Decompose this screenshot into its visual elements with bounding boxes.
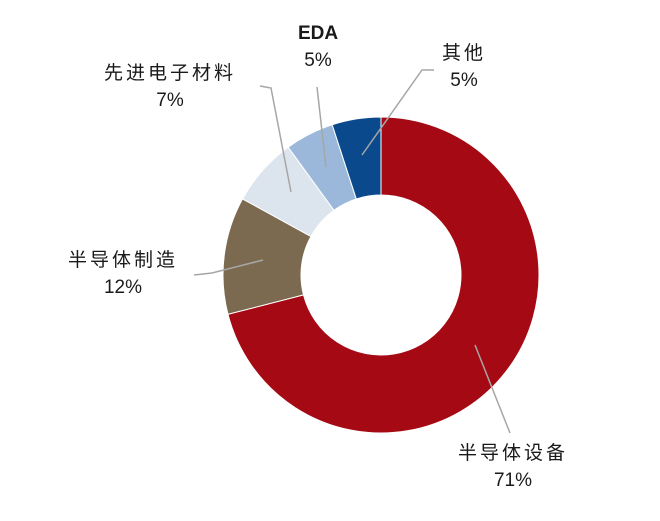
leader-line-advanced-materials bbox=[259, 85, 292, 193]
leader-line-semiconductor-manufacturing bbox=[193, 259, 264, 276]
label-semiconductor-equipment: 半导体设备 71% bbox=[438, 440, 588, 494]
slice-name: 半导体制造 bbox=[67, 249, 178, 271]
slice-name: EDA bbox=[297, 23, 339, 44]
leader-line-semiconductor-equipment bbox=[474, 344, 511, 434]
leader-line-other bbox=[361, 69, 434, 156]
slice-percent: 5% bbox=[450, 70, 478, 91]
slice-name: 半导体设备 bbox=[457, 442, 568, 464]
leader-line-eda bbox=[316, 86, 327, 168]
slice-percent: 7% bbox=[156, 90, 184, 111]
label-semiconductor-manufacturing: 半导体制造 12% bbox=[48, 247, 198, 301]
label-advanced-electronic-materials: 先进电子材料 7% bbox=[80, 60, 260, 114]
slice-semiconductor-equipment bbox=[227, 116, 540, 434]
slice-percent: 5% bbox=[304, 50, 332, 71]
label-eda: EDA 5% bbox=[278, 20, 358, 74]
slice-percent: 12% bbox=[103, 277, 143, 298]
slice-name: 其他 bbox=[441, 42, 486, 64]
slice-percent: 71% bbox=[493, 470, 533, 491]
donut-slices bbox=[222, 116, 540, 434]
label-other: 其他 5% bbox=[424, 40, 504, 94]
slice-other bbox=[331, 116, 382, 200]
slice-name: 先进电子材料 bbox=[103, 62, 236, 84]
leader-lines bbox=[193, 69, 511, 434]
